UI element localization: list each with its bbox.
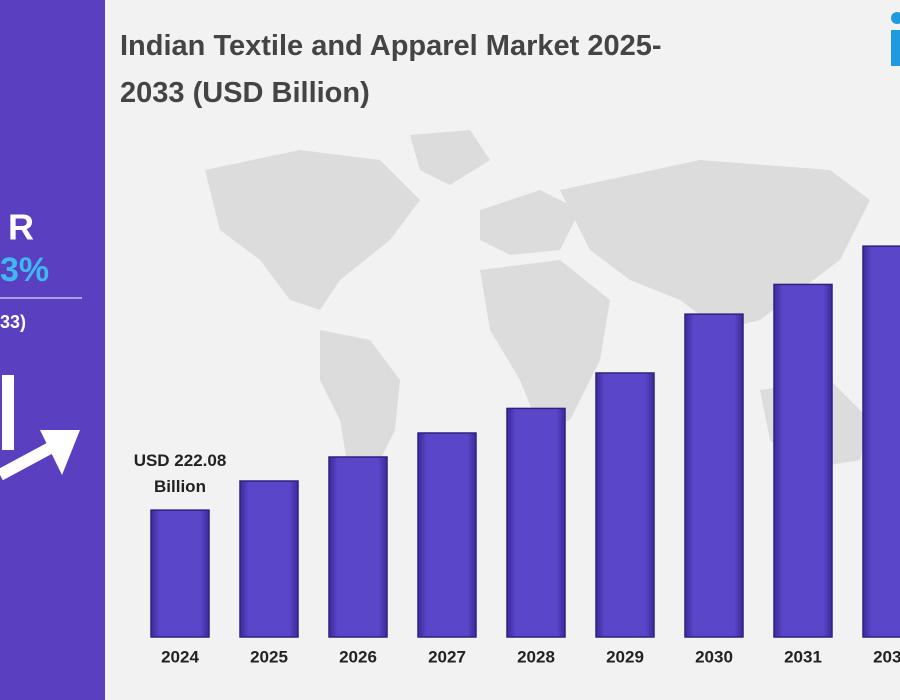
panel-text: 3% — [0, 251, 49, 289]
bar — [595, 372, 655, 638]
bar — [328, 456, 388, 638]
bar — [239, 480, 299, 638]
x-tick-label: 2028 — [517, 647, 555, 666]
x-tick-label: 2031 — [784, 647, 822, 666]
side-panel — [0, 0, 105, 700]
x-tick-label: 2026 — [339, 647, 377, 666]
bar — [773, 283, 833, 638]
panel-text: 33) — [0, 312, 26, 332]
value-label: USD 222.08 Billion — [134, 452, 227, 497]
x-tick-label: 2027 — [428, 647, 466, 666]
x-tick-label: 2029 — [606, 647, 644, 666]
x-tick-label: 2032 — [873, 647, 900, 666]
bar — [684, 313, 744, 638]
x-tick-label: 2024 — [161, 647, 199, 666]
bar — [417, 432, 477, 638]
panel-icon — [40, 430, 80, 475]
x-tick-label: 2030 — [695, 647, 733, 666]
panel-text: R — [8, 207, 34, 248]
chart-title: Indian Textile and Apparel Market 2025-2… — [120, 30, 662, 109]
bar — [506, 407, 566, 638]
x-tick-label: 2025 — [250, 647, 288, 666]
bar — [862, 245, 900, 638]
bar — [150, 509, 210, 638]
logo — [891, 12, 900, 66]
